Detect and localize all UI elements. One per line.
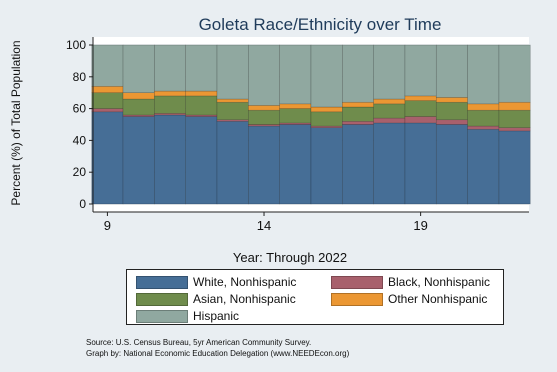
legend-item-white: White, Nonhispanic [136,275,296,289]
bar-segment-asian-nonhispanic-22 [498,109,531,128]
y-tick-label: 60 [73,102,87,116]
bar-segment-hispanic-19 [404,44,437,97]
bar-segment-hispanic-9 [91,44,124,87]
bar-segment-asian-nonhispanic-14 [248,109,280,125]
bar-segment-asian-nonhispanic-10 [122,98,155,116]
y-tick-label: 0 [79,197,86,211]
bar-segment-white-nonhispanic-12 [185,116,218,205]
bar-segment-other-nonhispanic-12 [185,90,218,97]
bar-segment-white-nonhispanic-16 [310,127,343,205]
legend-swatch-other [331,292,383,306]
legend-item-other: Other Nonhispanic [331,292,487,306]
legend-swatch-black [331,275,383,289]
bar-segment-hispanic-22 [498,44,531,103]
bar-segment-hispanic-20 [435,44,468,98]
bar-segment-hispanic-21 [467,44,500,105]
legend-label-white: White, Nonhispanic [193,275,297,289]
bar-segment-white-nonhispanic-15 [279,124,312,205]
bar-segment-white-nonhispanic-19 [404,122,437,205]
legend: White, Nonhispanic Black, Nonhispanic As… [126,269,504,325]
source-note: Source: U.S. Census Bureau, 5yr American… [86,338,312,347]
chart-title: Goleta Race/Ethnicity over Time [199,15,442,34]
legend-item-black: Black, Nonhispanic [331,275,490,289]
y-axis-label: Percent (%) of Total Population [9,40,23,205]
bar-segment-black-nonhispanic-9 [91,108,124,113]
bar-segment-asian-nonhispanic-18 [373,103,406,119]
bar-segment-asian-nonhispanic-19 [404,100,437,117]
bar-segment-other-nonhispanic-21 [467,103,500,111]
bar-segment-white-nonhispanic-17 [342,124,374,205]
bar-segment-white-nonhispanic-20 [435,124,468,205]
bar-segment-other-nonhispanic-10 [122,92,155,100]
bar-segment-asian-nonhispanic-13 [216,101,249,121]
bar-segment-white-nonhispanic-14 [248,125,280,205]
bar-segment-other-nonhispanic-17 [342,101,374,108]
bar-segment-asian-nonhispanic-17 [342,106,374,122]
bar-segment-other-nonhispanic-18 [373,98,406,105]
bar-segment-other-nonhispanic-11 [154,90,187,97]
legend-item-asian: Asian, Nonhispanic [136,292,296,306]
bar-segment-asian-nonhispanic-16 [310,111,343,127]
legend-label-hispanic: Hispanic [193,309,240,323]
legend-swatch-white [136,275,188,289]
bar-segment-black-nonhispanic-21 [467,125,500,130]
y-tick-label: 80 [73,70,87,84]
bar-segment-other-nonhispanic-22 [498,101,531,111]
x-tick-label: 14 [257,218,271,233]
bar-segment-hispanic-14 [248,44,280,106]
bar-segment-black-nonhispanic-20 [435,119,468,125]
bar-segment-other-nonhispanic-15 [279,103,312,109]
bar-segment-other-nonhispanic-9 [91,86,124,93]
bar-segment-white-nonhispanic-22 [498,130,531,205]
x-axis-label: Year: Through 2022 [233,250,347,265]
bar-segment-asian-nonhispanic-15 [279,108,312,124]
bar-segment-asian-nonhispanic-20 [435,101,468,121]
bar-segment-white-nonhispanic-21 [467,128,500,205]
legend-item-hispanic: Hispanic [136,309,239,323]
legend-swatch-hispanic [136,309,188,323]
bar-segment-asian-nonhispanic-9 [91,92,124,109]
x-tick-label: 9 [104,218,111,233]
bar-segment-other-nonhispanic-19 [404,95,437,101]
bar-segment-white-nonhispanic-13 [216,121,249,205]
bar-segment-other-nonhispanic-16 [310,106,343,113]
bar-segment-asian-nonhispanic-11 [154,95,187,114]
bar-segment-hispanic-16 [310,44,343,108]
bar-segment-hispanic-17 [342,44,374,103]
bar-segment-asian-nonhispanic-21 [467,109,500,127]
bar-segment-asian-nonhispanic-12 [185,95,218,116]
bar-segment-black-nonhispanic-18 [373,117,406,124]
bar-segment-hispanic-11 [154,44,187,92]
x-tick-label: 19 [413,218,427,233]
bar-segment-other-nonhispanic-14 [248,105,280,111]
bar-segment-white-nonhispanic-11 [154,114,187,205]
y-tick-label: 100 [66,38,86,52]
y-tick-label: 40 [73,133,87,147]
bar-segment-other-nonhispanic-20 [435,97,468,103]
bar-segment-hispanic-18 [373,44,406,100]
bar-segment-white-nonhispanic-9 [91,111,124,205]
bar-segment-hispanic-12 [185,44,218,92]
credit-note: Graph by: National Economic Education De… [86,349,350,358]
legend-label-asian: Asian, Nonhispanic [193,292,296,306]
bar-segment-black-nonhispanic-17 [342,121,374,125]
bar-segment-white-nonhispanic-10 [122,116,155,205]
legend-label-other: Other Nonhispanic [388,292,488,306]
bar-segment-white-nonhispanic-18 [373,122,406,205]
legend-label-black: Black, Nonhispanic [388,275,491,289]
bar-segment-hispanic-10 [122,44,155,94]
bar-segment-hispanic-13 [216,44,249,100]
legend-swatch-asian [136,292,188,306]
bar-segment-other-nonhispanic-13 [216,98,249,103]
bar-segment-black-nonhispanic-22 [498,127,531,132]
y-tick-label: 20 [73,165,87,179]
bar-segment-black-nonhispanic-19 [404,116,437,124]
bar-segment-hispanic-15 [279,44,312,105]
